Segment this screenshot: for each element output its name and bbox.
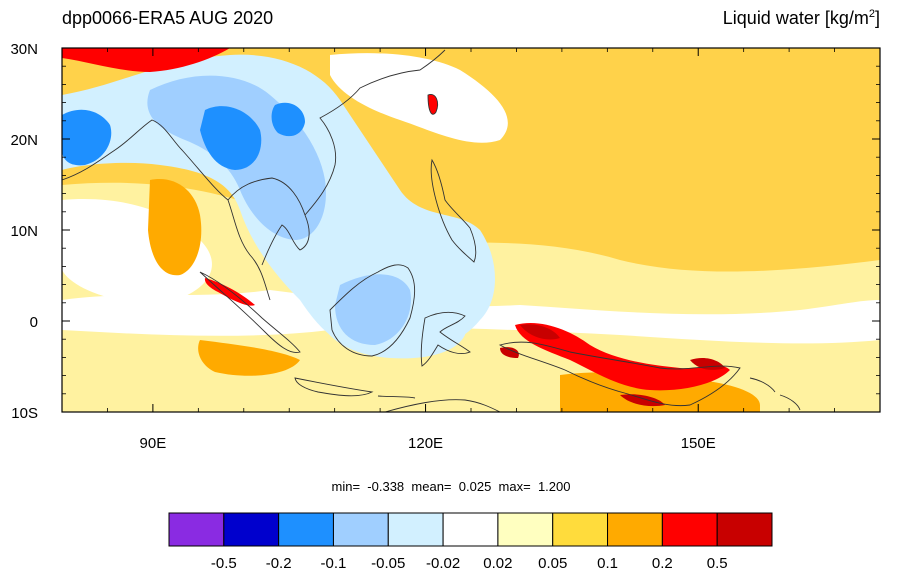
- colorbar-swatch: [223, 512, 280, 547]
- field-red-taiwan: [428, 94, 438, 115]
- field-blue-burma: [200, 106, 262, 170]
- plot-title: dpp0066-ERA5 AUG 2020: [62, 8, 274, 28]
- colorbar-swatch: [278, 512, 334, 547]
- colorbar-label: 0.02: [483, 555, 512, 572]
- lon-tick-label: 150E: [681, 435, 716, 452]
- colorbar-swatch: [716, 512, 773, 547]
- field-blue-laos: [271, 102, 305, 137]
- lon-tick-label: 120E: [408, 435, 443, 452]
- field-orange-bay-of-bengal: [148, 179, 202, 276]
- lon-tick-label: 90E: [140, 435, 167, 452]
- coastline-india: [62, 119, 271, 301]
- lat-tick-label: 20N: [10, 132, 38, 149]
- variable-title: Liquid water [kg/m2]: [722, 8, 880, 28]
- field-orange-png-south: [560, 372, 760, 412]
- coastline-sumatra: [199, 271, 301, 353]
- field-orange-java-sea: [198, 340, 300, 376]
- coastline-new-guinea: [498, 341, 741, 407]
- colorbar-label: -0.2: [266, 555, 292, 572]
- field-statistics: min= -0.338 mean= 0.025 max= 1.200: [331, 479, 571, 494]
- coastline-indochina: [227, 49, 446, 266]
- colorbar-label: -0.02: [426, 555, 460, 572]
- field-white-patch-north: [330, 53, 508, 143]
- colorbar-label: -0.05: [371, 555, 405, 572]
- lon-axis: 90E 120E 150E: [61, 48, 881, 452]
- coastline-sulawesi: [420, 311, 471, 367]
- lat-axis: 30N 20N 10N 0 10S: [10, 41, 880, 422]
- colorbar-swatch: [168, 512, 225, 547]
- colorbar-label: -0.1: [321, 555, 347, 572]
- colorbar-swatch: [387, 512, 444, 547]
- field-red-himalaya: [62, 48, 230, 72]
- coastline-australia: [384, 399, 501, 412]
- coastline-philippines: [430, 158, 477, 263]
- coastline-java: [294, 377, 416, 399]
- field-mid-blue-borneo: [335, 274, 411, 345]
- colorbar-swatch: [607, 512, 663, 547]
- colorbar-label: 0.2: [652, 555, 673, 572]
- colorbar-swatch: [661, 512, 718, 547]
- colorbar-swatch: [442, 512, 499, 547]
- colorbar-swatch: [497, 512, 554, 547]
- colorbar-label: 0.05: [538, 555, 567, 572]
- coastline-borneo: [329, 264, 416, 357]
- lat-tick-label: 10S: [11, 405, 38, 422]
- lat-tick-label: 30N: [10, 41, 38, 58]
- colorbar: -0.5 -0.2 -0.1 -0.05 -0.02 0.02 0.05 0.1 0.2 0.5: [168, 512, 773, 572]
- coastline-solomon: [749, 377, 801, 411]
- colorbar-label: -0.5: [211, 555, 237, 572]
- colorbar-label: 0.5: [707, 555, 728, 572]
- field-red-sumatra: [204, 278, 255, 306]
- field-red-new-guinea: [515, 322, 730, 391]
- colorbar-swatch: [332, 512, 389, 547]
- lat-tick-label: 10N: [10, 223, 38, 240]
- colorbar-swatch: [552, 512, 609, 547]
- colorbar-label: 0.1: [597, 555, 618, 572]
- coastline-layer: [62, 49, 801, 412]
- coastline-taiwan: [427, 94, 439, 115]
- field-blue-india: [62, 109, 112, 166]
- lat-tick-label: 0: [30, 314, 38, 331]
